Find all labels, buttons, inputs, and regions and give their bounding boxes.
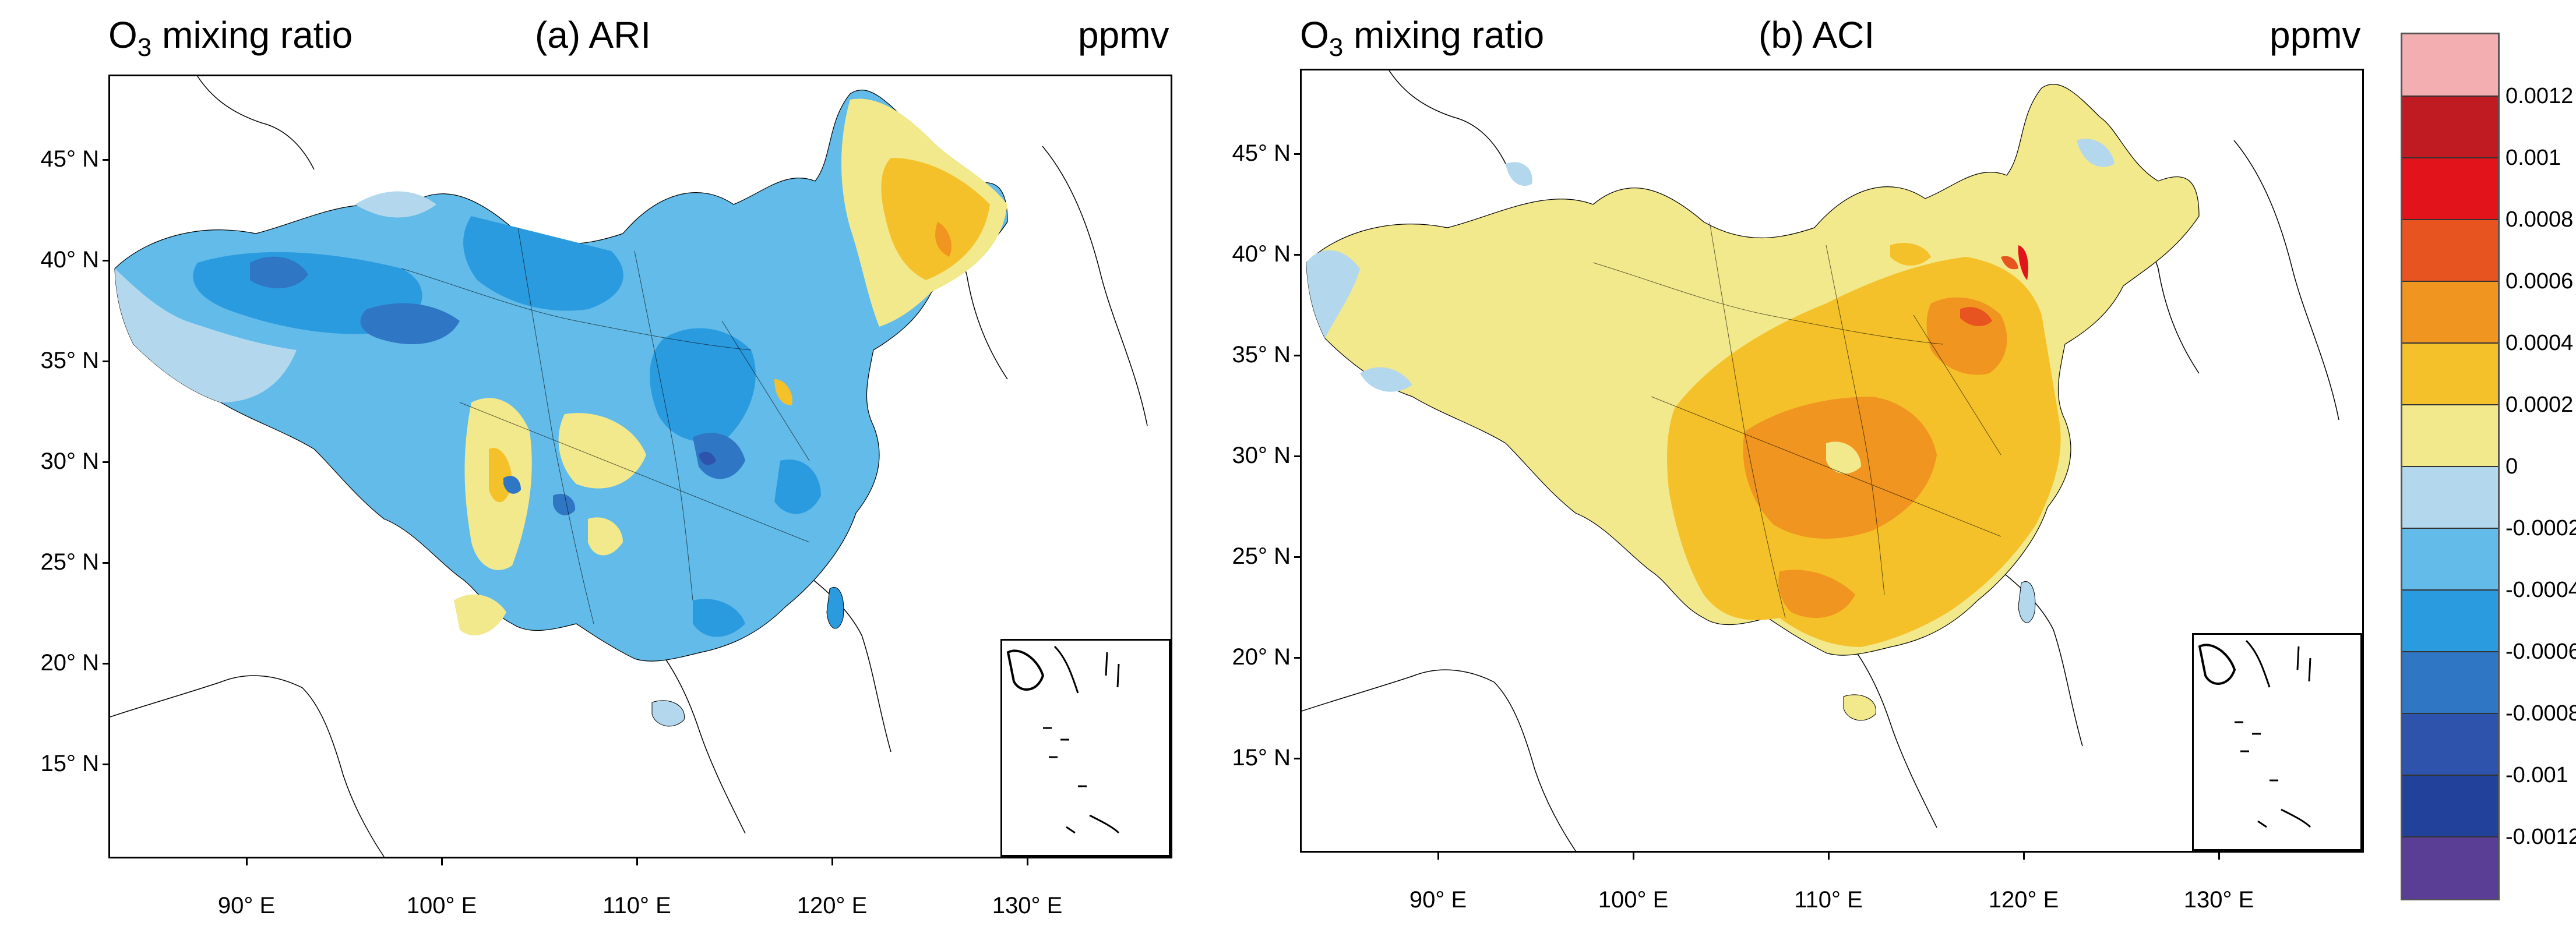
lat-label: 20° N [40,650,100,676]
lat-label: 30° N [1232,443,1291,468]
colorbar-label: 0 [2505,454,2518,479]
panel-title: (a) ARI [535,14,651,56]
lon-label: 130° E [2183,887,2254,913]
lon-label: 110° E [1794,887,1863,913]
colorbar-label: 0.0004 [2505,331,2574,355]
quantity-label: O3 mixing ratio [1300,14,1545,62]
colorbar-boundary [2402,466,2498,467]
map-area [108,75,1172,858]
colorbar-boundary [2402,651,2498,652]
colorbar-label: -0.0008 [2505,701,2576,726]
map-area [1300,69,2364,853]
lat-label: 45° N [1232,140,1291,166]
colorbar-boundary [2402,281,2498,282]
colorbar-swatch [2402,96,2498,158]
colorbar-swatch [2402,590,2498,652]
colorbar-swatch [2402,343,2498,405]
lon-label: 90° E [1409,887,1467,913]
colorbar-swatch [2402,652,2498,714]
colorbar-swatch [2402,281,2498,344]
colorbar-swatch [2402,528,2498,591]
lat-label: 15° N [1232,745,1291,771]
colorbar-swatch [2402,466,2498,529]
colorbar-swatch [2402,34,2498,97]
colorbar-swatch [2402,158,2498,220]
colorbar-label: -0.0002 [2505,516,2576,540]
colorbar-swatch [2402,837,2498,899]
quantity-label: O3 mixing ratio [108,14,353,62]
colorbar-boundary [2402,404,2498,405]
colorbar-boundary [2402,775,2498,776]
panel-aci: O3 mixing ratio (b) ACI ppmv [1192,0,2380,933]
unit-label: ppmv [1078,14,1169,56]
colorbar-label: -0.0004 [2505,578,2576,602]
lat-label: 40° N [1232,241,1291,267]
colorbar-label: 0.0012 [2505,84,2574,108]
colorbar-label: 0.0008 [2505,207,2574,232]
colorbar-boundary [2402,589,2498,591]
lat-label: 45° N [40,146,100,172]
colorbar-label: 0.001 [2505,146,2561,170]
lon-label: 100° E [406,893,477,918]
colorbar-label: 0.0006 [2505,269,2574,294]
lat-label: 35° N [1232,342,1291,367]
colorbar-swatch [2402,713,2498,776]
colorbar-boundary [2402,836,2498,837]
lat-label: 25° N [40,549,100,575]
lat-label: 25° N [1232,543,1291,569]
colorbar-swatch [2402,775,2498,837]
colorbar [2401,33,2500,900]
colorbar-boundary [2402,157,2498,158]
colorbar-label: -0.001 [2505,763,2568,787]
panel-title: (b) ACI [1759,14,1875,56]
colorbar-label: -0.0012 [2505,825,2576,849]
south-china-sea-inset [1000,639,1171,857]
lat-label: 35° N [40,348,100,373]
colorbar-label: -0.0006 [2505,639,2576,664]
colorbar-boundary [2402,713,2498,714]
colorbar-boundary [2402,96,2498,97]
lat-label: 30° N [40,448,100,474]
lat-label: 40° N [40,247,100,273]
lon-label: 100° E [1598,887,1669,913]
colorbar-swatch [2402,220,2498,282]
lon-label: 120° E [797,893,868,918]
south-china-sea-inset [2192,633,2362,851]
colorbar-swatch [2402,405,2498,467]
colorbar-boundary [2402,342,2498,344]
colorbar-boundary [2402,219,2498,220]
lon-label: 110° E [602,893,671,918]
lat-label: 15° N [40,751,100,776]
lon-label: 90° E [217,893,276,918]
unit-label: ppmv [2270,14,2361,56]
lat-label: 20° N [1232,644,1291,670]
colorbar-boundary [2402,528,2498,529]
lon-label: 130° E [992,893,1063,918]
lon-label: 120° E [1988,887,2059,913]
panel-ari: O3 mixing ratio (a) ARI ppmv [0,0,1183,933]
colorbar-label: 0.0002 [2505,393,2574,417]
